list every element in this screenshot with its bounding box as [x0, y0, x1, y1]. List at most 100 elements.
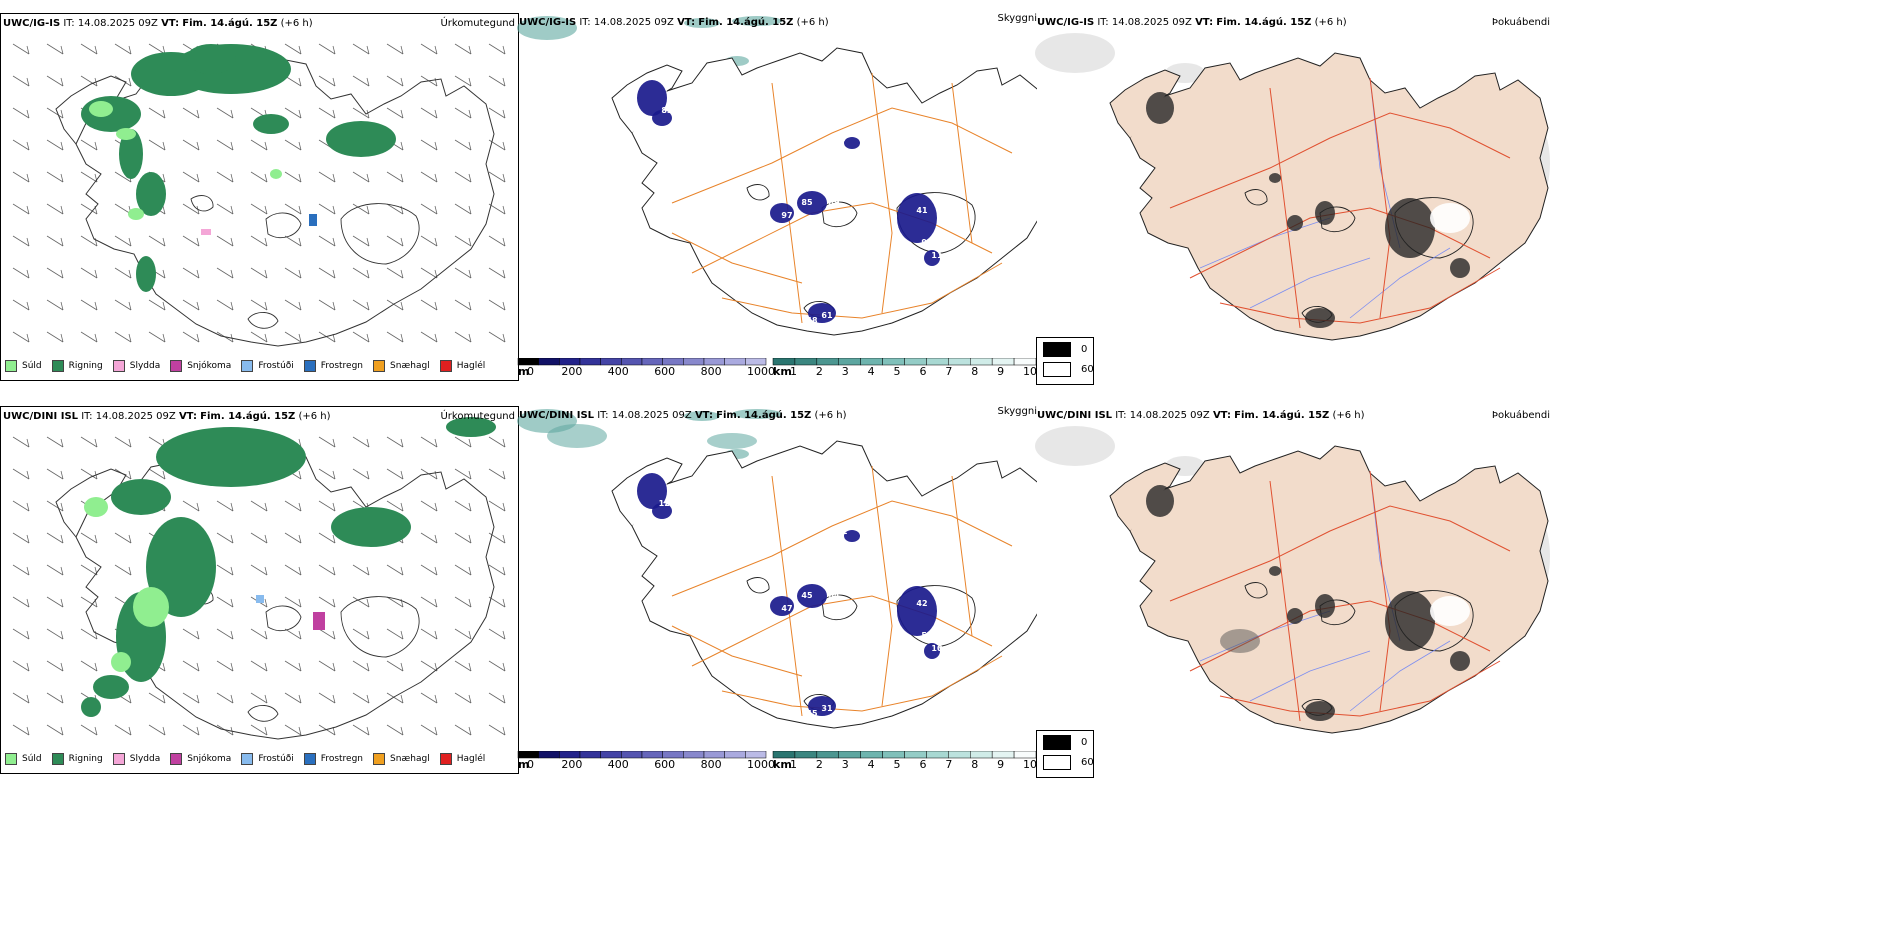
legend-swatch — [112, 360, 125, 372]
wind-barb-flag — [332, 269, 336, 279]
legend-item: Snæhagl — [373, 753, 430, 765]
wind-barb — [114, 564, 132, 576]
wind-barb — [182, 203, 200, 215]
wind-barb — [12, 43, 30, 55]
wind-barb — [216, 235, 234, 247]
wind-barb — [46, 107, 64, 119]
colorbar-segment — [1013, 357, 1037, 366]
wind-barb-flag — [162, 237, 166, 247]
road-line — [1169, 505, 1511, 602]
wind-barb — [454, 628, 472, 640]
legend-label: Rigning — [68, 754, 103, 764]
wind-barb — [148, 139, 166, 151]
wind-barb-flag — [468, 333, 472, 343]
wind-barb-flag — [162, 662, 166, 672]
wind-barb-flag — [264, 534, 268, 544]
legend-item: Haglél — [439, 360, 485, 372]
colorbar-segment — [991, 357, 1015, 366]
wind-barb — [318, 331, 336, 343]
cloud-base-label: 89 — [828, 198, 840, 207]
wind-barb-flag — [298, 45, 302, 55]
legend-label: Súld — [22, 754, 42, 764]
wind-barb — [386, 75, 404, 87]
cloud-base-label: 91 — [921, 238, 933, 247]
wind-barb — [318, 75, 336, 87]
wind-barb-flag — [94, 45, 98, 55]
road-line — [671, 500, 1013, 597]
wind-barb — [386, 203, 404, 215]
wind-barb — [488, 628, 506, 640]
wind-barb-flag — [26, 205, 30, 215]
precip-type-map-bottom — [12, 417, 506, 740]
road-line — [1369, 470, 1391, 712]
legend-swatch — [5, 360, 17, 372]
wind-barb-flag — [298, 173, 302, 183]
wind-barb-flag — [60, 45, 64, 55]
wind-barb — [318, 267, 336, 279]
wind-barb — [454, 139, 472, 151]
precip-area — [924, 643, 940, 659]
wind-barb — [182, 628, 200, 640]
wind-barb — [182, 331, 200, 343]
wind-barb-flag — [60, 630, 64, 640]
wind-barb — [318, 468, 336, 480]
wind-barb-flag — [468, 301, 472, 311]
precip-area — [186, 44, 236, 74]
wind-barb-flag — [366, 630, 370, 640]
wind-barb-flag — [468, 502, 472, 512]
wind-barb — [250, 267, 268, 279]
wind-barb-flag — [502, 269, 506, 279]
wind-barb-flag — [366, 726, 370, 736]
road-line — [1269, 480, 1301, 722]
wind-barb-flag — [502, 630, 506, 640]
colorbar-tick: 6 — [919, 365, 927, 378]
colorbar-unit: m — [518, 365, 530, 378]
wind-barb-flag — [264, 694, 268, 704]
wind-barb-flag — [434, 77, 438, 87]
fog-swatch-low — [1043, 735, 1071, 750]
wind-barb — [386, 299, 404, 311]
precip-area — [1305, 701, 1335, 721]
wind-barb — [12, 532, 30, 544]
wind-barb-flag — [468, 566, 472, 576]
glacier-outline — [746, 184, 770, 201]
wind-barb — [148, 331, 166, 343]
wind-barb-flag — [332, 566, 336, 576]
wind-barb-flag — [162, 173, 166, 183]
colorbar-tick: 1 — [790, 365, 797, 378]
precip-area — [133, 587, 169, 627]
wind-barb-flag — [196, 630, 200, 640]
cloud-base-label: 45 — [801, 591, 813, 600]
wind-barb — [420, 107, 438, 119]
wind-barb-flag — [502, 534, 506, 544]
wind-barb-flag — [26, 726, 30, 736]
wind-barb — [216, 532, 234, 544]
wind-barb — [386, 331, 404, 343]
roads — [1169, 77, 1511, 329]
wind-barb — [46, 203, 64, 215]
wind-barb — [80, 299, 98, 311]
wind-barb-flag — [196, 726, 200, 736]
colorbar-segment — [970, 750, 993, 759]
legend-swatch — [170, 360, 183, 372]
legend-swatch — [112, 753, 125, 765]
wind-barb-flag — [230, 694, 234, 704]
colorbar-tick: 200 — [561, 758, 583, 771]
precip-type-map-top — [12, 43, 506, 347]
coastline — [631, 47, 1037, 336]
wind-barb — [488, 500, 506, 512]
precip-area — [707, 433, 757, 449]
valid-label: VT: — [161, 18, 180, 29]
legend-label: Rigning — [68, 361, 103, 371]
fog-swatch-low — [1043, 342, 1071, 357]
wind-barb — [284, 500, 302, 512]
wind-barb — [250, 331, 268, 343]
wind-barb-flag — [298, 662, 302, 672]
wind-barb — [148, 43, 166, 55]
wind-barb — [148, 235, 166, 247]
precip-area — [808, 696, 836, 716]
precip-area — [331, 507, 411, 547]
wind-barb-flag — [26, 141, 30, 151]
lead-time: (+6 h) — [814, 410, 847, 421]
